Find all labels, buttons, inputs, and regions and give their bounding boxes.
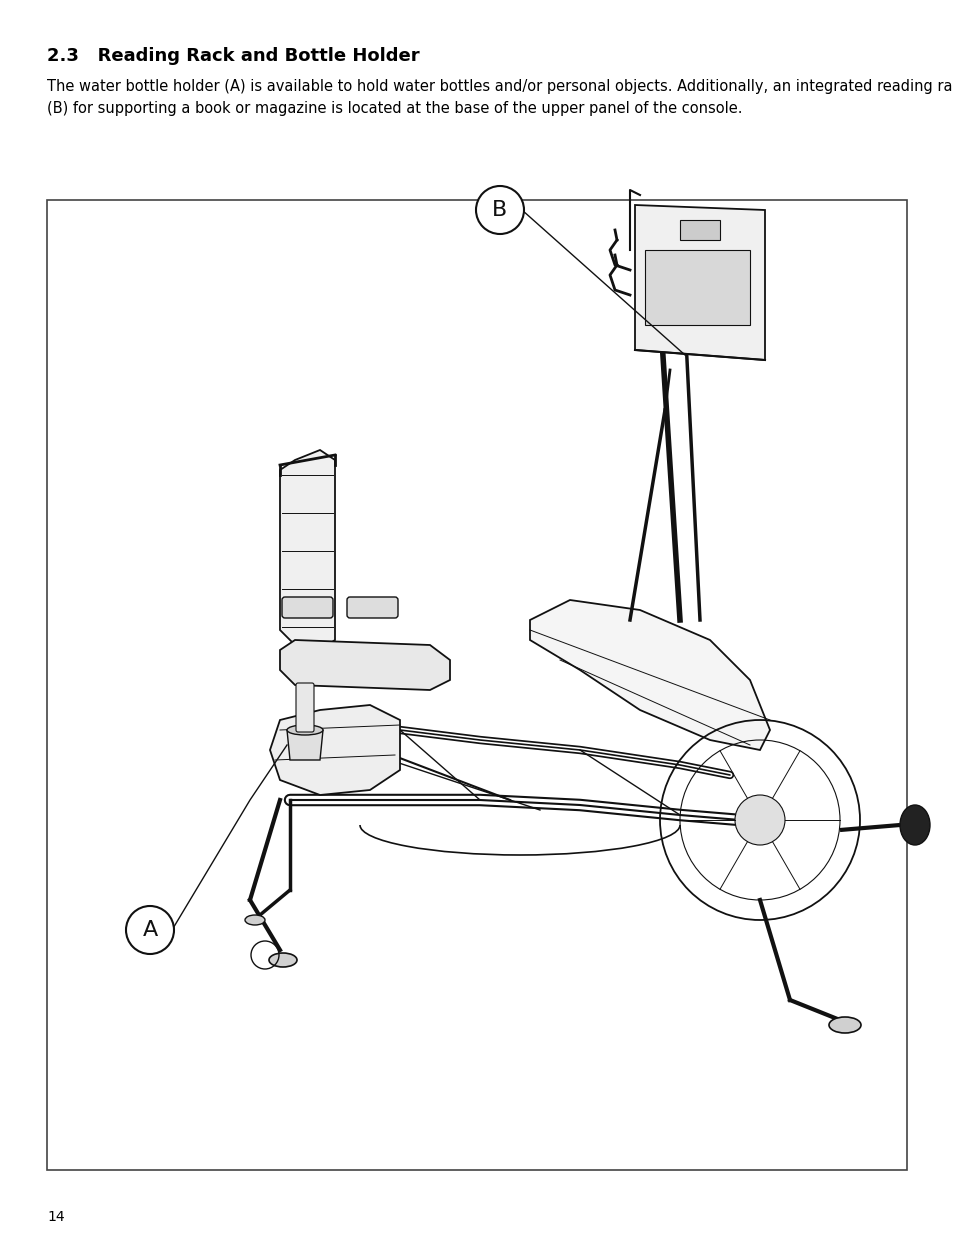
FancyBboxPatch shape <box>295 683 314 732</box>
Ellipse shape <box>828 1016 861 1032</box>
Polygon shape <box>530 600 769 750</box>
Ellipse shape <box>287 725 323 735</box>
FancyBboxPatch shape <box>347 597 397 618</box>
Polygon shape <box>280 640 450 690</box>
Polygon shape <box>270 705 399 795</box>
Circle shape <box>734 795 784 845</box>
Ellipse shape <box>245 915 265 925</box>
Text: The water bottle holder (A) is available to hold water bottles and/or personal o: The water bottle holder (A) is available… <box>47 79 953 116</box>
Bar <box>644 249 749 325</box>
Polygon shape <box>635 205 764 359</box>
Polygon shape <box>280 450 335 650</box>
Text: 2.3   Reading Rack and Bottle Holder: 2.3 Reading Rack and Bottle Holder <box>47 47 419 65</box>
Text: A: A <box>142 920 157 940</box>
Bar <box>47 200 906 1170</box>
Bar <box>679 220 720 240</box>
Polygon shape <box>287 730 323 760</box>
Ellipse shape <box>269 953 296 967</box>
Ellipse shape <box>899 805 929 845</box>
Circle shape <box>126 906 173 953</box>
Text: B: B <box>492 200 507 220</box>
Text: 14: 14 <box>47 1210 65 1224</box>
FancyBboxPatch shape <box>282 597 333 618</box>
Circle shape <box>476 186 523 233</box>
